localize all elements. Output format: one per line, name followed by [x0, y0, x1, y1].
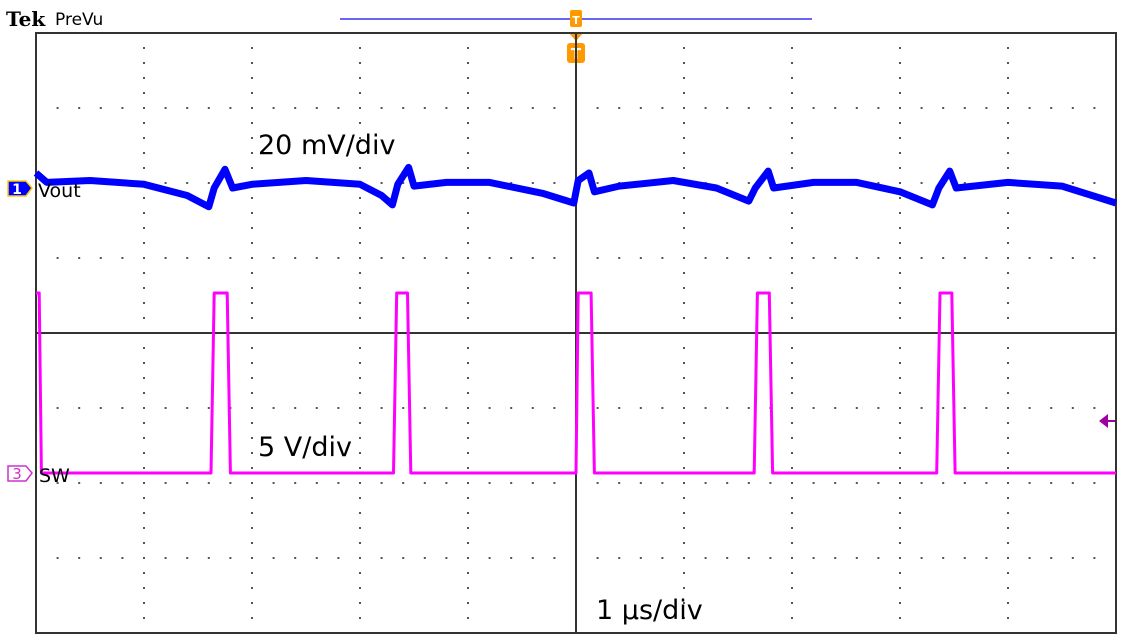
brand-logo: Tek [6, 7, 46, 31]
svg-text:3: 3 [12, 465, 22, 483]
ch1-scale-annotation: 20 mV/div [258, 130, 395, 161]
acquisition-mode: PreVu [55, 10, 103, 30]
trace-vout [33, 163, 1118, 211]
trigger-level-arrow-icon[interactable] [1099, 414, 1108, 428]
timebase-annotation: 1 µs/div [596, 595, 703, 626]
graticule-border [35, 32, 1117, 634]
ch1-label: Vout [38, 180, 81, 202]
ch1-marker[interactable]: 1 [7, 180, 33, 198]
trace-sw [36, 291, 1116, 475]
svg-text:1: 1 [12, 182, 22, 198]
ch3-marker[interactable]: 3 [7, 465, 33, 483]
ch3-scale-annotation: 5 V/div [258, 432, 352, 463]
svg-text:T: T [572, 14, 580, 27]
ch3-label: SW [39, 465, 70, 487]
